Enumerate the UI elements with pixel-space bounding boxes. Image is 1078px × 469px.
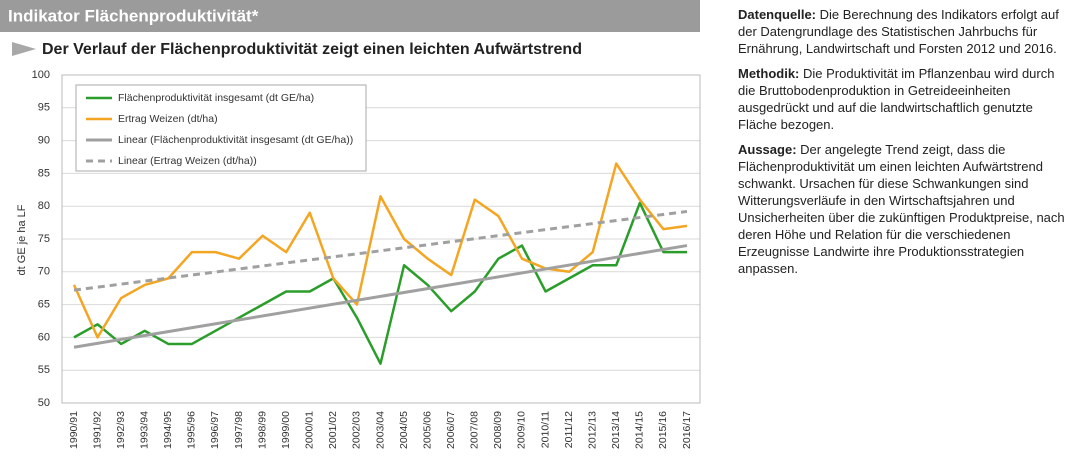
x-tick-label: 1998/99 — [256, 411, 268, 449]
x-tick-label: 2015/16 — [657, 411, 669, 449]
legend-label: Ertrag Weizen (dt/ha) — [118, 113, 218, 125]
y-tick-label: 85 — [38, 167, 50, 179]
x-tick-label: 1993/94 — [139, 411, 151, 449]
x-tick-label: 1994/95 — [162, 411, 174, 449]
title-bar — [0, 0, 700, 32]
arrow-icon — [12, 42, 36, 56]
x-tick-label: 2007/08 — [469, 411, 481, 449]
x-tick-label: 1992/93 — [115, 411, 127, 449]
series-line — [73, 201, 687, 365]
x-tick-label: 2016/17 — [681, 411, 693, 449]
y-tick-label: 75 — [38, 233, 50, 245]
x-tick-label: 2009/10 — [516, 411, 528, 449]
y-tick-label: 60 — [38, 331, 50, 343]
paragraph-label: Datenquelle: — [738, 7, 817, 22]
paragraph-text: Die Produktivität im Pflanzenbau wird du… — [738, 66, 1055, 132]
paragraph-label: Methodik: — [738, 66, 800, 81]
x-tick-label: 1999/00 — [280, 411, 292, 449]
legend-label: Flächenproduktivität insgesamt (dt GE/ha… — [118, 92, 314, 104]
y-tick-label: 70 — [38, 266, 50, 278]
x-tick-label: 1997/98 — [233, 411, 245, 449]
side-paragraph: Methodik: Die Produktivität im Pflanzenb… — [738, 65, 1070, 133]
x-tick-label: 2013/14 — [610, 411, 622, 449]
y-tick-label: 95 — [38, 102, 50, 114]
legend-label: Linear (Ertrag Weizen (dt/ha)) — [118, 155, 257, 167]
chart-subtitle: Der Verlauf der Flächenproduktivität zei… — [42, 41, 582, 58]
legend-label: Linear (Flächenproduktivität insgesamt (… — [118, 134, 353, 146]
plot-border — [61, 74, 701, 404]
series-line — [73, 244, 688, 349]
chart: Indikator Flächenproduktivität* Der Verl… — [0, 0, 701, 449]
x-tick-label: 2012/13 — [586, 411, 598, 449]
y-tick-label: 65 — [38, 299, 50, 311]
x-tick-label: 2010/11 — [539, 411, 551, 448]
chart-title: Indikator Flächenproduktivität* — [8, 6, 259, 25]
y-tick-label: 100 — [32, 69, 50, 81]
side-paragraph: Datenquelle: Die Berechnung des Indikato… — [738, 6, 1070, 57]
x-tick-label: 1996/97 — [209, 411, 221, 449]
paragraph-text: Der angelegte Trend zeigt, dass die Fläc… — [738, 142, 1065, 276]
y-tick-label: 55 — [38, 364, 50, 376]
y-tick-label: 50 — [38, 397, 50, 409]
x-tick-label: 2002/03 — [351, 411, 363, 449]
legend-box — [75, 84, 367, 172]
x-tick-label: 2001/02 — [327, 411, 339, 449]
x-tick-label: 2008/09 — [492, 411, 504, 449]
x-tick-label: 1991/92 — [91, 411, 103, 449]
x-tick-label: 2000/01 — [304, 411, 316, 449]
x-tick-label: 2005/06 — [421, 411, 433, 449]
x-tick-label: 1990/91 — [68, 411, 80, 449]
x-tick-label: 2014/15 — [634, 411, 646, 449]
paragraph-text: Die Berechnung des Indikators erfolgt au… — [738, 7, 1059, 56]
x-tick-label: 2006/07 — [445, 411, 457, 449]
y-tick-label: 90 — [38, 135, 50, 147]
side-text: Datenquelle: Die Berechnung des Indikato… — [738, 6, 1070, 285]
x-tick-label: 1995/96 — [186, 411, 198, 449]
paragraph-label: Aussage: — [738, 142, 797, 157]
x-tick-label: 2011/12 — [563, 411, 575, 448]
side-paragraph: Aussage: Der angelegte Trend zeigt, dass… — [738, 141, 1070, 277]
y-axis-label: dt GE je ha LF — [16, 204, 28, 275]
y-tick-label: 80 — [38, 200, 50, 212]
x-tick-label: 2004/05 — [398, 411, 410, 449]
series-line — [72, 162, 688, 339]
x-tick-label: 2003/04 — [374, 411, 386, 449]
